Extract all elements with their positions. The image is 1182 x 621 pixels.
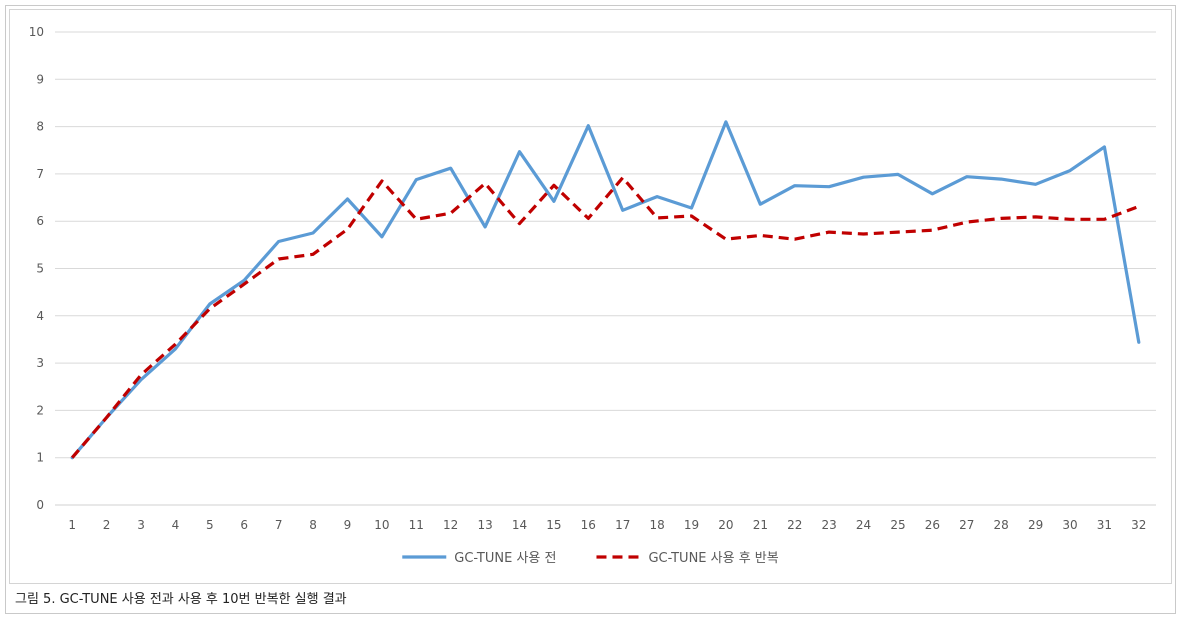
x-tick-label: 23 [822, 518, 837, 532]
series-lines [70, 120, 1141, 460]
legend: GC-TUNE 사용 전 GC-TUNE 사용 후 반복 [402, 551, 779, 566]
y-tick-label: 6 [36, 214, 44, 228]
figure: 0 1 2 3 4 5 6 7 8 9 10 1 2 3 4 5 6 7 8 9 10 11 12 13 14 15 16 17 18… [5, 5, 1176, 614]
x-tick-label: 4 [172, 518, 180, 532]
x-tick-label: 19 [684, 518, 699, 532]
figure-caption: 그림 5. GC-TUNE 사용 전과 사용 후 10번 반복한 실행 결과 [15, 592, 347, 607]
x-tick-label: 6 [240, 518, 248, 532]
y-axis-tick-labels: 0 1 2 3 4 5 6 7 8 9 10 [29, 25, 44, 512]
x-tick-label: 20 [718, 518, 733, 532]
x-tick-label: 5 [206, 518, 214, 532]
x-axis-tick-labels: 1 2 3 4 5 6 7 8 9 10 11 12 13 14 15 16 17 18 19 20 21 22 23 24 2… [68, 518, 1146, 532]
x-tick-label: 30 [1062, 518, 1077, 532]
x-tick-label: 18 [649, 518, 664, 532]
x-tick-label: 29 [1028, 518, 1043, 532]
series-line-1 [70, 120, 1141, 460]
y-tick-label: 9 [36, 72, 44, 86]
x-tick-label: 12 [443, 518, 458, 532]
x-tick-label: 10 [374, 518, 389, 532]
x-tick-label: 22 [787, 518, 802, 532]
y-tick-label: 2 [36, 403, 44, 417]
y-tick-label: 7 [36, 167, 44, 181]
x-tick-label: 26 [925, 518, 940, 532]
x-tick-label: 7 [275, 518, 283, 532]
x-tick-label: 9 [344, 518, 352, 532]
x-tick-label: 16 [581, 518, 596, 532]
x-tick-label: 1 [68, 518, 76, 532]
x-tick-label: 24 [856, 518, 871, 532]
x-tick-label: 11 [409, 518, 424, 532]
y-tick-label: 1 [36, 451, 44, 465]
x-tick-label: 14 [512, 518, 527, 532]
legend-label: GC-TUNE 사용 후 반복 [648, 551, 778, 566]
y-tick-label: 0 [36, 498, 44, 512]
y-tick-label: 3 [36, 356, 44, 370]
y-tick-label: 8 [36, 120, 44, 134]
y-tick-label: 5 [36, 262, 44, 276]
x-tick-label: 28 [994, 518, 1009, 532]
x-tick-label: 8 [309, 518, 317, 532]
x-tick-label: 32 [1131, 518, 1146, 532]
x-tick-label: 15 [546, 518, 561, 532]
x-tick-label: 2 [103, 518, 111, 532]
x-tick-label: 17 [615, 518, 630, 532]
series-line-2 [70, 176, 1140, 459]
legend-label: GC-TUNE 사용 전 [454, 551, 556, 566]
y-tick-label: 10 [29, 25, 44, 39]
chart-area: 0 1 2 3 4 5 6 7 8 9 10 1 2 3 4 5 6 7 8 9 10 11 12 13 14 15 16 17 18… [9, 9, 1172, 584]
x-tick-label: 13 [477, 518, 492, 532]
x-tick-label: 3 [137, 518, 145, 532]
x-tick-label: 21 [753, 518, 768, 532]
x-tick-label: 25 [890, 518, 905, 532]
x-tick-label: 31 [1097, 518, 1112, 532]
gridlines [55, 31, 1156, 506]
x-tick-label: 27 [959, 518, 974, 532]
y-tick-label: 4 [36, 309, 44, 323]
